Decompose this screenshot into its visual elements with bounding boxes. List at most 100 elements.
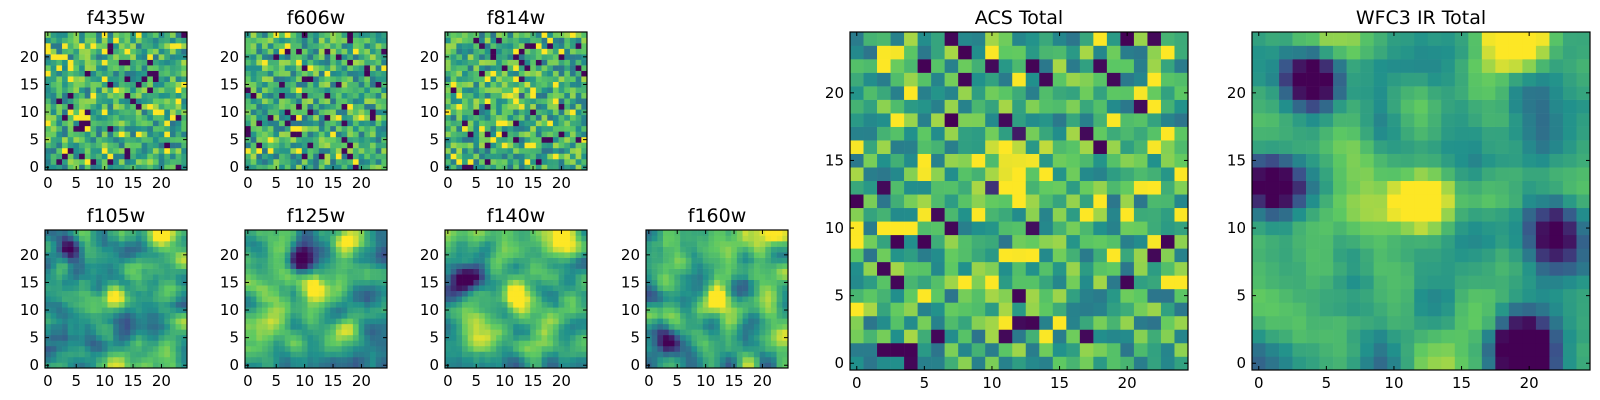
heatmap-cell [748, 340, 755, 347]
heatmap-cell [158, 59, 165, 66]
heatmap-cell [50, 312, 57, 319]
heatmap-cell [84, 131, 91, 138]
heatmap-cell [90, 263, 97, 269]
heatmap-cell [118, 81, 125, 88]
heatmap-cell [552, 230, 559, 236]
heatmap-cell [335, 312, 342, 319]
heatmap-cell [96, 59, 103, 66]
heatmap-cell [73, 351, 80, 358]
heatmap-cell [90, 329, 97, 336]
heatmap-cell [496, 153, 503, 160]
heatmap-cell [770, 230, 777, 236]
heatmap-cell [279, 290, 286, 297]
heatmap-cells [445, 230, 588, 369]
heatmap-cell [1147, 275, 1162, 290]
heatmap-cell [158, 114, 165, 121]
heatmap-cell [736, 301, 743, 308]
heatmap-cell [496, 103, 503, 110]
heatmap-cell [347, 230, 354, 236]
heatmap-cell [290, 235, 297, 242]
heatmap-cell [507, 252, 514, 258]
heatmap-cell [273, 334, 280, 341]
heatmap-cell [135, 158, 142, 165]
heatmap-cell [697, 340, 704, 347]
heatmap-cell [352, 142, 359, 149]
heatmap-cell [731, 268, 738, 275]
heatmap-cell [725, 274, 732, 280]
heatmap-cell [330, 147, 337, 154]
heatmap-cell [850, 234, 864, 249]
heatmap-cell [507, 114, 514, 121]
heatmap-cell [96, 43, 103, 49]
heatmap-cell [501, 136, 508, 143]
heatmap-cell [998, 261, 1013, 276]
heatmap-cell [135, 246, 142, 253]
heatmap-cell [877, 153, 891, 168]
heatmap-cell [450, 241, 457, 247]
heatmap-cell [736, 334, 743, 341]
heatmap-cell [62, 76, 69, 82]
heatmap-cell [507, 323, 514, 330]
heatmap-cell [152, 142, 159, 149]
heatmap-cell [56, 312, 63, 319]
heatmap-cell [135, 274, 142, 280]
heatmap-cell [1012, 302, 1027, 317]
heatmap-cell [245, 48, 251, 55]
heatmap-cell [84, 257, 91, 264]
heatmap-cell [101, 37, 108, 44]
heatmap-cell [530, 136, 537, 143]
heatmap-cell [318, 125, 325, 132]
heatmap-cell [101, 48, 108, 55]
heatmap-cell [290, 125, 297, 132]
heatmap-cell [456, 142, 463, 149]
heatmap-cell [564, 136, 571, 143]
heatmap-cell [691, 290, 698, 297]
heatmap-cell [375, 356, 382, 363]
heatmap-cell [101, 43, 108, 49]
heatmap-cell [318, 252, 325, 258]
heatmap-cell [450, 32, 457, 38]
heatmap-cell [450, 340, 457, 347]
heatmap-cell [347, 301, 354, 308]
heatmap-cell [467, 268, 474, 275]
heatmap-cell [850, 302, 864, 317]
heatmap-cell [307, 318, 314, 325]
heatmap-cell [124, 230, 131, 236]
heatmap-cell [958, 302, 972, 317]
heatmap-cell [101, 334, 108, 341]
heatmap-cell [535, 257, 542, 264]
heatmap-cell [725, 323, 732, 330]
heatmap-cell [518, 312, 525, 319]
heatmap-cell [347, 103, 354, 110]
heatmap-cell [725, 318, 732, 325]
heatmap-cell [84, 351, 91, 358]
heatmap-cell [369, 318, 376, 325]
heatmap-cell [90, 109, 97, 116]
heatmap-cell [753, 279, 760, 286]
heatmap-cell [90, 76, 97, 82]
heatmap-cell [770, 274, 777, 280]
heatmap-cell [524, 230, 531, 236]
heatmap-cell [56, 147, 63, 154]
heatmap-cell [262, 76, 269, 82]
heatmap-cell [782, 246, 789, 253]
heatmap-cell [296, 307, 303, 314]
heatmap-cell [518, 87, 525, 94]
heatmap-cell [552, 54, 559, 60]
y-tick-label: 20 [220, 246, 239, 264]
heatmap-cell [456, 158, 463, 165]
heatmap-cell [714, 301, 721, 308]
heatmap-cell [301, 109, 308, 116]
heatmap-cell [524, 257, 531, 264]
heatmap-cell [958, 275, 972, 290]
heatmap-cell [581, 340, 588, 347]
heatmap-cell [663, 340, 670, 347]
heatmap-cell [473, 81, 480, 88]
heatmap-cell [501, 48, 508, 55]
heatmap-cell [490, 356, 497, 363]
heatmap-cell [245, 43, 251, 49]
heatmap-cell [113, 318, 120, 325]
heatmap-cell [107, 323, 114, 330]
heatmap-cell [581, 301, 588, 308]
panel-title: f105w [87, 205, 146, 227]
